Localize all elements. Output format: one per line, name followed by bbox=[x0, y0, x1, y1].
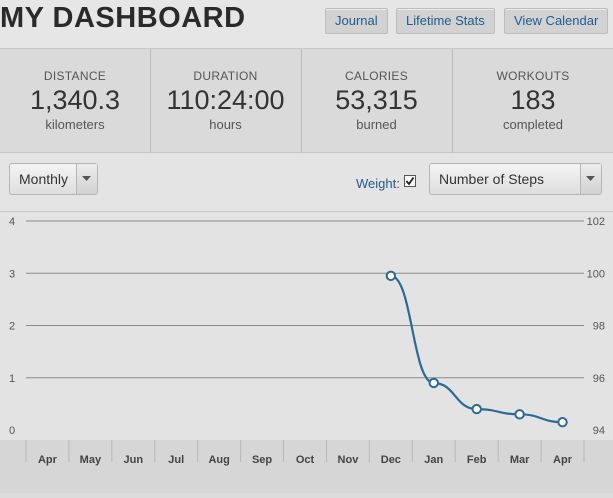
stat-distance: DISTANCE 1,340.3 kilometers bbox=[0, 49, 150, 153]
left-axis-tick-label: 0 bbox=[9, 425, 15, 437]
x-axis-tick-label: Nov bbox=[338, 454, 360, 466]
left-axis-tick-label: 1 bbox=[9, 373, 15, 385]
stat-label: DURATION bbox=[193, 69, 258, 83]
left-axis-tick-label: 3 bbox=[9, 268, 15, 280]
right-axis-tick-label: 100 bbox=[587, 268, 605, 280]
view-calendar-button[interactable]: View Calendar bbox=[504, 8, 609, 34]
stat-label: DISTANCE bbox=[43, 69, 107, 83]
journal-button[interactable]: Journal bbox=[325, 8, 388, 34]
left-axis-tick-label: 4 bbox=[9, 216, 15, 228]
x-axis-tick-label: Oct bbox=[296, 454, 315, 466]
chevron-down-icon[interactable] bbox=[76, 164, 97, 194]
stat-unit: burned bbox=[356, 117, 397, 132]
stats-panel: DISTANCE 1,340.3 kilometers DURATION 110… bbox=[0, 48, 613, 153]
stat-value: 110:24:00 bbox=[166, 85, 285, 115]
x-axis-tick-label: Feb bbox=[467, 454, 487, 466]
stat-value: 183 bbox=[510, 85, 556, 115]
header: MY DASHBOARD Journal Lifetime Stats View… bbox=[0, 0, 613, 48]
data-point bbox=[514, 409, 525, 420]
x-axis-tick-label: Mar bbox=[510, 454, 530, 466]
data-point bbox=[471, 403, 482, 415]
data-point bbox=[557, 416, 568, 428]
stat-label: CALORIES bbox=[344, 69, 409, 83]
lifetime-stats-button[interactable]: Lifetime Stats bbox=[396, 8, 495, 34]
x-axis-tick-label: Sep bbox=[252, 454, 272, 466]
x-axis-tick-label: Jan bbox=[424, 454, 443, 466]
page-title: MY DASHBOARD bbox=[0, 2, 246, 34]
chevron-down-icon[interactable] bbox=[580, 164, 601, 194]
x-axis-tick-label: May bbox=[80, 454, 102, 466]
metric-select-value: Number of Steps bbox=[439, 171, 545, 187]
metric-select[interactable]: Number of Steps bbox=[429, 163, 602, 195]
x-axis-tick-label: Apr bbox=[553, 454, 573, 466]
stat-value: 53,315 bbox=[335, 85, 418, 115]
period-select[interactable]: Monthly bbox=[9, 163, 98, 195]
x-axis-tick-label: Aug bbox=[208, 454, 229, 466]
weight-label: Weight: bbox=[356, 176, 400, 191]
series-line bbox=[390, 274, 563, 424]
check-icon bbox=[405, 176, 415, 186]
right-axis-tick-label: 94 bbox=[593, 425, 605, 437]
stat-value: 1,340.3 bbox=[29, 85, 121, 115]
x-axis-tick-label: Apr bbox=[38, 454, 58, 466]
x-axis-tick-label: Dec bbox=[381, 454, 401, 466]
stat-workouts: WORKOUTS 183 completed bbox=[452, 49, 613, 153]
right-axis-tick-label: 98 bbox=[593, 321, 605, 333]
data-point bbox=[385, 270, 397, 282]
stat-unit: completed bbox=[503, 117, 563, 132]
line-chart: 0 1 2 3 4 94 96 98 100 102 Apr May Jun Jul Aug Sep Oct No… bbox=[0, 216, 613, 493]
stat-unit: hours bbox=[209, 117, 242, 132]
stat-unit: kilometers bbox=[45, 117, 105, 132]
chart-area: 0 1 2 3 4 94 96 98 100 102 Apr May Jun Jul Aug Sep Oct No… bbox=[0, 212, 613, 493]
data-point bbox=[428, 377, 439, 389]
right-axis-tick-label: 102 bbox=[587, 216, 605, 228]
left-axis-tick-label: 2 bbox=[9, 321, 15, 333]
chart-controls: Monthly Weight: Number of Steps bbox=[0, 153, 613, 212]
x-axis-band bbox=[0, 440, 613, 493]
x-axis-tick-label: Jul bbox=[168, 454, 184, 466]
stat-label: WORKOUTS bbox=[496, 69, 570, 83]
right-axis-tick-label: 96 bbox=[593, 373, 605, 385]
stat-duration: DURATION 110:24:00 hours bbox=[150, 49, 300, 153]
period-select-value: Monthly bbox=[19, 171, 69, 187]
stat-calories: CALORIES 53,315 burned bbox=[301, 49, 451, 153]
x-axis-tick-label: Jun bbox=[124, 454, 144, 466]
weight-checkbox[interactable] bbox=[404, 175, 416, 187]
